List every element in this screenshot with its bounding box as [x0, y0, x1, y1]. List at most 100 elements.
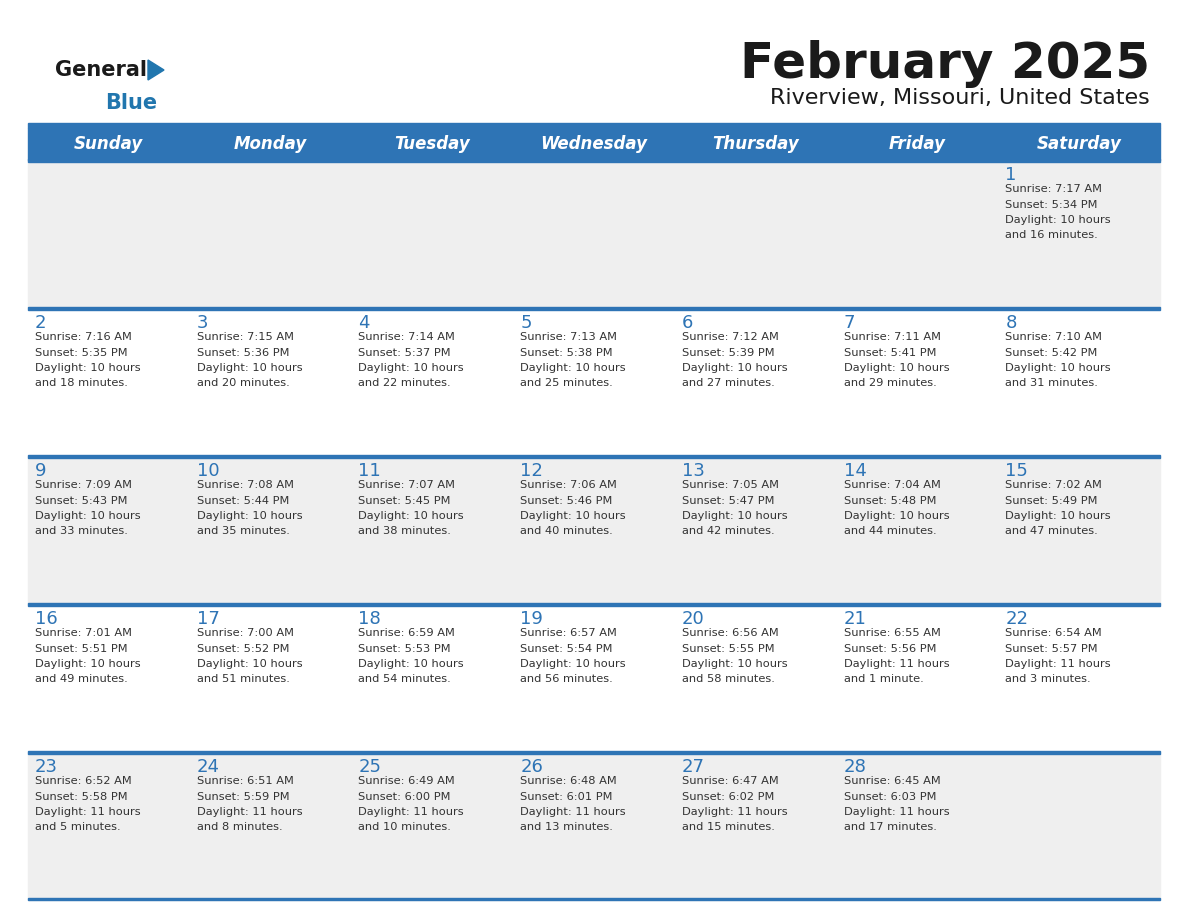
Text: Daylight: 11 hours: Daylight: 11 hours [197, 807, 302, 817]
Bar [29, 752, 1159, 900]
Text: Sunset: 6:01 PM: Sunset: 6:01 PM [520, 791, 613, 801]
Text: Daylight: 10 hours: Daylight: 10 hours [843, 511, 949, 521]
Text: Sunrise: 7:02 AM: Sunrise: 7:02 AM [1005, 480, 1102, 490]
Text: and 56 minutes.: and 56 minutes. [520, 675, 613, 685]
Text: Daylight: 11 hours: Daylight: 11 hours [34, 807, 140, 817]
Text: Sunset: 5:51 PM: Sunset: 5:51 PM [34, 644, 127, 654]
Text: Sunset: 5:54 PM: Sunset: 5:54 PM [520, 644, 613, 654]
Text: Sunset: 5:43 PM: Sunset: 5:43 PM [34, 496, 127, 506]
Text: and 1 minute.: and 1 minute. [843, 675, 923, 685]
Text: 2: 2 [34, 314, 46, 332]
Text: Thursday: Thursday [713, 135, 800, 153]
Text: Monday: Monday [234, 135, 308, 153]
Bar [29, 123, 1159, 128]
Text: Daylight: 11 hours: Daylight: 11 hours [520, 807, 626, 817]
Text: and 29 minutes.: and 29 minutes. [843, 378, 936, 388]
Bar [29, 308, 1159, 456]
Text: Daylight: 10 hours: Daylight: 10 hours [359, 511, 465, 521]
Text: Sunrise: 7:15 AM: Sunrise: 7:15 AM [197, 332, 293, 342]
Text: 1: 1 [1005, 166, 1017, 184]
Text: Sunrise: 7:16 AM: Sunrise: 7:16 AM [34, 332, 132, 342]
Text: Sunrise: 6:45 AM: Sunrise: 6:45 AM [843, 776, 941, 786]
Text: Daylight: 10 hours: Daylight: 10 hours [843, 363, 949, 373]
Text: and 40 minutes.: and 40 minutes. [520, 527, 613, 536]
Bar [29, 128, 1159, 160]
Text: Friday: Friday [889, 135, 946, 153]
Text: Sunrise: 6:56 AM: Sunrise: 6:56 AM [682, 628, 778, 638]
Text: Sunrise: 7:17 AM: Sunrise: 7:17 AM [1005, 184, 1102, 194]
Text: Sunset: 5:44 PM: Sunset: 5:44 PM [197, 496, 289, 506]
Text: and 18 minutes.: and 18 minutes. [34, 378, 128, 388]
Text: and 42 minutes.: and 42 minutes. [682, 527, 775, 536]
Text: Sunrise: 7:12 AM: Sunrise: 7:12 AM [682, 332, 778, 342]
Text: and 27 minutes.: and 27 minutes. [682, 378, 775, 388]
Text: Sunset: 6:02 PM: Sunset: 6:02 PM [682, 791, 775, 801]
Text: 3: 3 [197, 314, 208, 332]
Text: Sunrise: 7:00 AM: Sunrise: 7:00 AM [197, 628, 293, 638]
Text: Sunset: 5:41 PM: Sunset: 5:41 PM [843, 348, 936, 357]
Text: and 31 minutes.: and 31 minutes. [1005, 378, 1098, 388]
Text: Sunset: 5:53 PM: Sunset: 5:53 PM [359, 644, 451, 654]
Text: Sunset: 5:38 PM: Sunset: 5:38 PM [520, 348, 613, 357]
Text: Sunset: 6:03 PM: Sunset: 6:03 PM [843, 791, 936, 801]
Text: Sunset: 5:45 PM: Sunset: 5:45 PM [359, 496, 451, 506]
Text: Blue: Blue [105, 93, 157, 113]
Text: Sunrise: 6:52 AM: Sunrise: 6:52 AM [34, 776, 132, 786]
Text: Daylight: 10 hours: Daylight: 10 hours [34, 363, 140, 373]
Bar [29, 455, 1159, 457]
Text: Riverview, Missouri, United States: Riverview, Missouri, United States [770, 88, 1150, 108]
Text: 15: 15 [1005, 462, 1028, 480]
Bar [29, 751, 1159, 754]
Text: Sunset: 5:34 PM: Sunset: 5:34 PM [1005, 199, 1098, 209]
Text: Daylight: 10 hours: Daylight: 10 hours [1005, 363, 1111, 373]
Text: Sunset: 5:39 PM: Sunset: 5:39 PM [682, 348, 775, 357]
Text: Sunrise: 7:05 AM: Sunrise: 7:05 AM [682, 480, 779, 490]
Text: and 49 minutes.: and 49 minutes. [34, 675, 128, 685]
Text: Sunset: 5:48 PM: Sunset: 5:48 PM [843, 496, 936, 506]
Text: Sunset: 5:56 PM: Sunset: 5:56 PM [843, 644, 936, 654]
Text: Sunrise: 6:57 AM: Sunrise: 6:57 AM [520, 628, 617, 638]
Text: Daylight: 10 hours: Daylight: 10 hours [1005, 511, 1111, 521]
Bar [29, 307, 1159, 309]
Text: 7: 7 [843, 314, 855, 332]
Text: Sunset: 5:36 PM: Sunset: 5:36 PM [197, 348, 289, 357]
Text: Sunrise: 7:13 AM: Sunrise: 7:13 AM [520, 332, 617, 342]
Text: Sunset: 6:00 PM: Sunset: 6:00 PM [359, 791, 451, 801]
Text: Daylight: 10 hours: Daylight: 10 hours [197, 659, 302, 669]
Text: Sunrise: 7:14 AM: Sunrise: 7:14 AM [359, 332, 455, 342]
Text: and 3 minutes.: and 3 minutes. [1005, 675, 1091, 685]
Text: Daylight: 11 hours: Daylight: 11 hours [1005, 659, 1111, 669]
Text: Sunset: 5:55 PM: Sunset: 5:55 PM [682, 644, 775, 654]
Text: and 47 minutes.: and 47 minutes. [1005, 527, 1098, 536]
Text: Daylight: 10 hours: Daylight: 10 hours [520, 511, 626, 521]
Text: 8: 8 [1005, 314, 1017, 332]
Text: Sunset: 5:47 PM: Sunset: 5:47 PM [682, 496, 775, 506]
Text: Sunrise: 7:07 AM: Sunrise: 7:07 AM [359, 480, 455, 490]
Text: Daylight: 10 hours: Daylight: 10 hours [682, 511, 788, 521]
Text: Daylight: 11 hours: Daylight: 11 hours [843, 807, 949, 817]
Text: Sunset: 5:52 PM: Sunset: 5:52 PM [197, 644, 289, 654]
Text: Sunset: 5:59 PM: Sunset: 5:59 PM [197, 791, 290, 801]
Text: Tuesday: Tuesday [394, 135, 470, 153]
Text: and 44 minutes.: and 44 minutes. [843, 527, 936, 536]
Text: Sunrise: 7:06 AM: Sunrise: 7:06 AM [520, 480, 617, 490]
Text: and 20 minutes.: and 20 minutes. [197, 378, 290, 388]
Text: 5: 5 [520, 314, 532, 332]
Text: Sunrise: 6:55 AM: Sunrise: 6:55 AM [843, 628, 941, 638]
Text: 17: 17 [197, 610, 220, 628]
Text: Sunset: 5:58 PM: Sunset: 5:58 PM [34, 791, 127, 801]
Text: 25: 25 [359, 758, 381, 776]
Text: Sunrise: 6:59 AM: Sunrise: 6:59 AM [359, 628, 455, 638]
Text: and 5 minutes.: and 5 minutes. [34, 823, 121, 833]
Text: Sunrise: 7:04 AM: Sunrise: 7:04 AM [843, 480, 941, 490]
Text: Sunset: 5:42 PM: Sunset: 5:42 PM [1005, 348, 1098, 357]
Text: Sunday: Sunday [74, 135, 144, 153]
Text: Saturday: Saturday [1037, 135, 1121, 153]
Text: Daylight: 10 hours: Daylight: 10 hours [359, 659, 465, 669]
Text: and 58 minutes.: and 58 minutes. [682, 675, 775, 685]
Text: 20: 20 [682, 610, 704, 628]
Text: and 13 minutes.: and 13 minutes. [520, 823, 613, 833]
Bar [29, 159, 1159, 162]
Text: 9: 9 [34, 462, 46, 480]
Text: 13: 13 [682, 462, 704, 480]
